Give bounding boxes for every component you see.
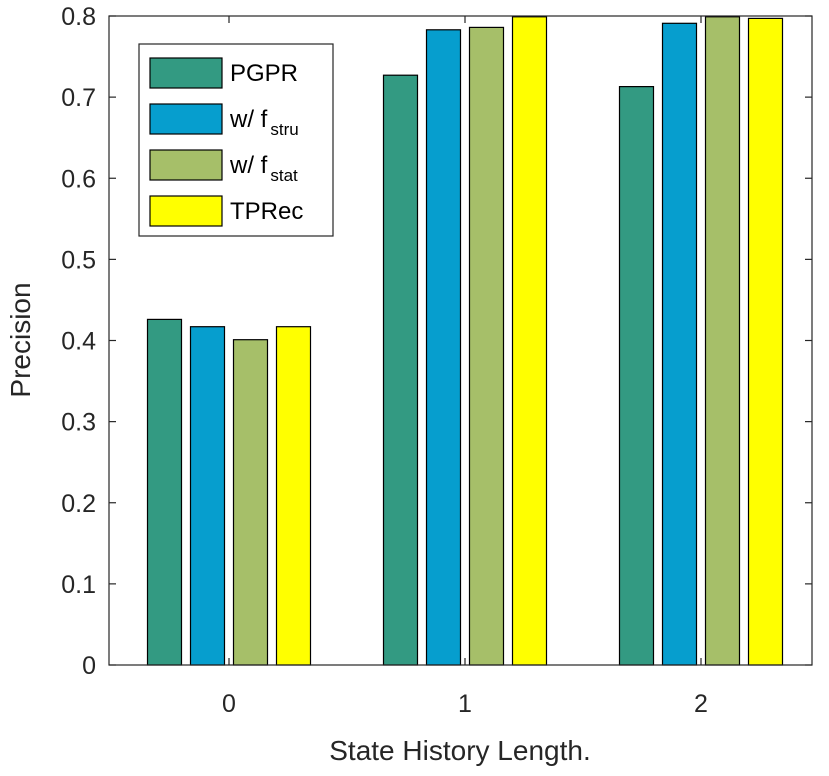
x-tick-label: 0 bbox=[222, 690, 236, 718]
y-tick-label: 0.8 bbox=[61, 3, 96, 31]
bar-w-f-stat-1 bbox=[468, 26, 505, 666]
legend-label-subscript: stru bbox=[270, 120, 298, 139]
bar-w-f-stru-2 bbox=[661, 22, 698, 666]
x-tick-label: 2 bbox=[694, 690, 708, 718]
legend-label-subscript: stat bbox=[270, 166, 298, 185]
y-tick-label: 0.7 bbox=[61, 84, 96, 112]
x-axis-ticks: 0 1 2 bbox=[222, 16, 708, 718]
bar-w-f-stat-0 bbox=[232, 339, 269, 666]
bar-tprec-2 bbox=[747, 17, 784, 666]
bar-pgpr-1 bbox=[382, 74, 419, 666]
x-tick-label: 1 bbox=[458, 690, 472, 718]
y-tick-label: 0.3 bbox=[61, 409, 96, 437]
bar-w-f-stru-1 bbox=[425, 29, 462, 666]
y-tick-label: 0.4 bbox=[61, 328, 96, 356]
y-tick-label: 0.5 bbox=[61, 246, 96, 274]
bar-tprec-1 bbox=[511, 16, 548, 666]
y-tick-label: 0 bbox=[82, 652, 96, 680]
legend-swatch bbox=[149, 195, 223, 227]
x-axis-label: State History Length. bbox=[329, 735, 590, 766]
y-axis-ticks: 0 0.1 0.2 0.3 0.4 0.5 0.6 0.7 0.8 bbox=[61, 3, 812, 680]
bar-w-f-stat-2 bbox=[704, 16, 741, 666]
legend-label: PGPR bbox=[230, 60, 298, 87]
bar-pgpr-2 bbox=[618, 85, 655, 666]
bar-w-f-stru-0 bbox=[189, 326, 226, 666]
bar-tprec-0 bbox=[275, 326, 312, 666]
y-tick-label: 0.2 bbox=[61, 490, 96, 518]
legend-swatch bbox=[149, 103, 223, 135]
bars-group bbox=[146, 16, 784, 666]
y-tick-label: 0.6 bbox=[61, 165, 96, 193]
legend-swatch bbox=[149, 57, 223, 89]
bar-pgpr-0 bbox=[146, 318, 183, 666]
y-tick-label: 0.1 bbox=[61, 571, 96, 599]
legend-label: TPRec bbox=[230, 198, 303, 225]
legend-swatch bbox=[149, 149, 223, 181]
y-axis-label: Precision bbox=[5, 282, 36, 397]
